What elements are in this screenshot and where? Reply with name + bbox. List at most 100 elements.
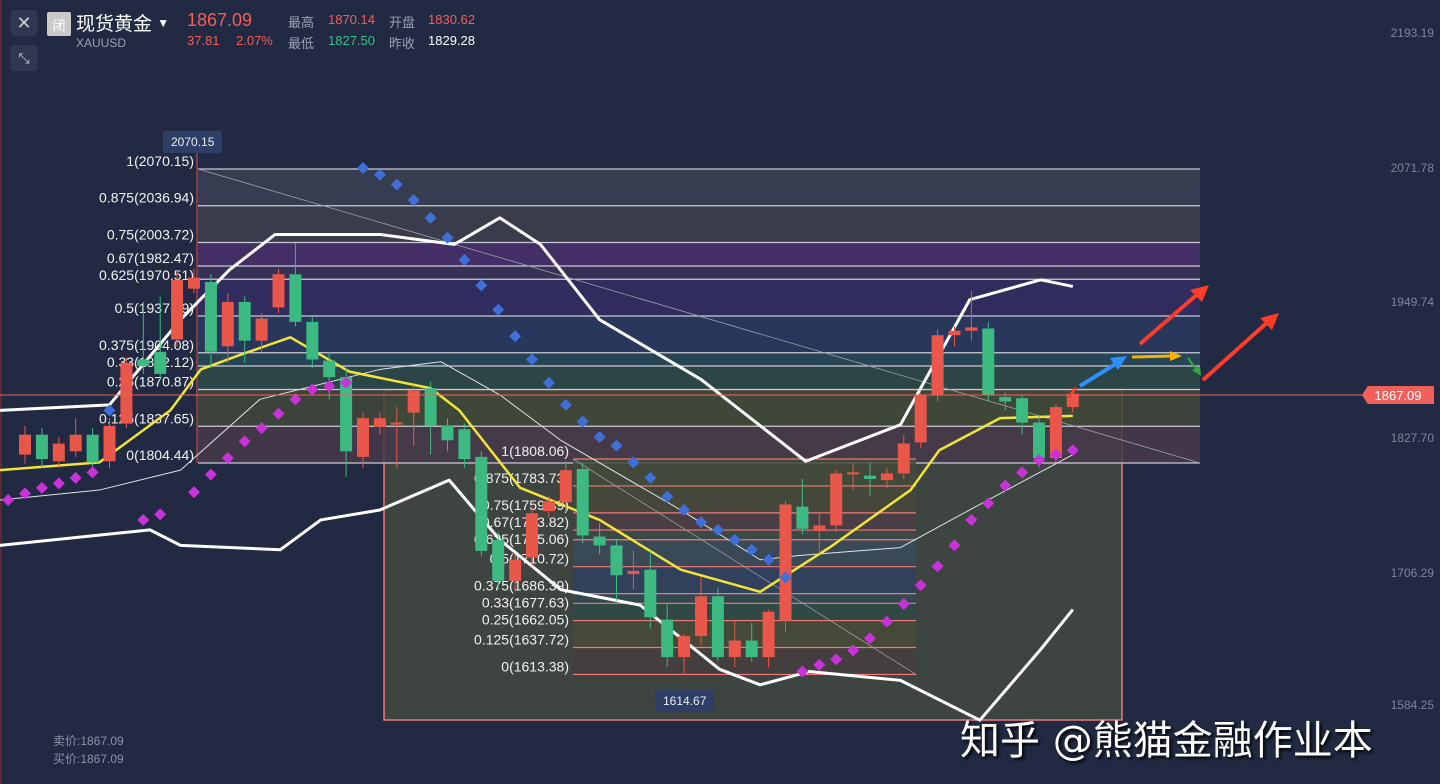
instrument-selector[interactable]: 现货黄金 ▼ bbox=[76, 9, 169, 36]
candle bbox=[86, 434, 99, 463]
candle bbox=[204, 282, 217, 352]
sar-dot bbox=[711, 523, 724, 536]
current-price-tag: 1867.09 bbox=[1362, 386, 1434, 404]
buy-price: 买价:1867.09 bbox=[53, 752, 124, 766]
candle bbox=[593, 536, 606, 546]
sar-dot bbox=[1049, 448, 1062, 461]
fib-level-label: 0(1613.38) bbox=[501, 658, 569, 674]
fib-level-label: 0.25(1870.87) bbox=[107, 374, 194, 390]
candle bbox=[914, 394, 927, 443]
candle bbox=[644, 569, 657, 618]
candle bbox=[880, 473, 893, 481]
candle bbox=[796, 506, 809, 529]
candle bbox=[695, 596, 707, 637]
fib-level-label: 0.875(2036.94) bbox=[99, 190, 194, 206]
candle bbox=[745, 640, 758, 658]
sar-dot bbox=[441, 231, 454, 244]
y-axis-tick: 1706.29 bbox=[1390, 566, 1434, 580]
candle bbox=[559, 470, 572, 503]
candle bbox=[1016, 398, 1029, 423]
sar-dot bbox=[948, 539, 961, 552]
sar-dot bbox=[221, 451, 234, 464]
fib-trend-line bbox=[197, 168, 1201, 464]
fib-zone bbox=[573, 620, 916, 648]
sar-dot bbox=[576, 415, 589, 428]
fib-zone bbox=[198, 242, 1200, 267]
candle bbox=[965, 327, 978, 331]
fib-level-label: 1(1808.06) bbox=[501, 443, 569, 459]
fib-zone bbox=[198, 169, 1200, 206]
low-marker-tag: 1614.67 bbox=[655, 690, 715, 712]
sar-dot bbox=[627, 456, 640, 469]
sar-dot bbox=[373, 168, 386, 181]
sar-dot bbox=[559, 398, 572, 411]
fib-zone bbox=[573, 603, 916, 621]
candle bbox=[728, 640, 741, 658]
annotation-arrows bbox=[1066, 285, 1279, 399]
y-axis-tick: 1949.74 bbox=[1390, 295, 1434, 309]
sar-dot bbox=[35, 481, 48, 494]
candle bbox=[407, 390, 420, 413]
candle bbox=[458, 429, 471, 460]
candle bbox=[103, 425, 116, 462]
candle bbox=[357, 418, 369, 457]
open-value: 1830.62 bbox=[428, 12, 475, 27]
caret-down-icon: ▼ bbox=[157, 16, 170, 30]
fib-level-label: 0.875(1783.73) bbox=[474, 470, 569, 486]
candle bbox=[19, 434, 31, 455]
y-axis-tick: 1827.70 bbox=[1390, 431, 1434, 445]
small-red-arrow-icon bbox=[1066, 387, 1078, 399]
close-icon: ✕ bbox=[16, 12, 32, 33]
fib-zone bbox=[573, 539, 916, 567]
close-button[interactable]: ✕ bbox=[11, 10, 37, 36]
sar-dot bbox=[255, 422, 268, 435]
sar-dot bbox=[424, 211, 437, 224]
fib-level-label: 0(1804.44) bbox=[126, 447, 194, 463]
candle bbox=[576, 469, 589, 536]
collapse-button[interactable]: ⤡ bbox=[11, 45, 37, 71]
candle bbox=[52, 443, 65, 462]
sar-dot bbox=[103, 404, 116, 417]
fib-zone bbox=[573, 593, 916, 604]
sar-dot bbox=[188, 486, 200, 499]
fib-level-label: 0.75(1759.39) bbox=[482, 497, 569, 513]
fib-level-label: 0.33(1677.63) bbox=[482, 595, 569, 611]
fib-trend-line bbox=[572, 458, 917, 675]
fib-level-label: 0.375(1904.08) bbox=[99, 337, 194, 353]
sar-dot bbox=[745, 543, 758, 556]
fib-level-label: 0.25(1662.05) bbox=[482, 612, 569, 628]
sar-dot bbox=[931, 560, 944, 573]
y-axis-tick: 2193.19 bbox=[1390, 26, 1434, 40]
instrument-title: 现货黄金 bbox=[76, 14, 153, 35]
last-price: 1867.09 bbox=[187, 10, 253, 30]
high-marker-tag: 2070.15 bbox=[163, 131, 223, 153]
candle bbox=[999, 397, 1012, 402]
sar-dot bbox=[526, 353, 538, 366]
candle bbox=[475, 456, 488, 551]
market-closed-badge: 闭 bbox=[47, 12, 71, 36]
candle bbox=[171, 279, 184, 340]
sar-dot bbox=[610, 439, 623, 452]
fib-level-label: 1(2070.15) bbox=[126, 153, 194, 169]
candle bbox=[120, 362, 133, 424]
sar-dot bbox=[390, 178, 403, 191]
bollinger-middle-line bbox=[0, 361, 1074, 561]
sar-dot bbox=[864, 632, 876, 645]
fib-level-label: 0.625(1735.06) bbox=[474, 531, 569, 547]
sar-dot bbox=[999, 479, 1012, 492]
candle bbox=[323, 360, 336, 378]
sar-dot bbox=[728, 533, 741, 546]
fib-zone bbox=[198, 266, 1200, 280]
sar-dot bbox=[678, 503, 691, 516]
candle bbox=[509, 559, 522, 581]
moving-average-line bbox=[0, 336, 1073, 594]
open-label: 开盘 bbox=[389, 15, 416, 30]
sar-dot bbox=[880, 615, 893, 628]
candle bbox=[661, 619, 674, 658]
candle bbox=[289, 274, 302, 322]
fib-zone bbox=[198, 205, 1200, 243]
sar-dot bbox=[509, 330, 522, 343]
bollinger-lower-line bbox=[0, 478, 1074, 722]
sar-dot bbox=[796, 665, 809, 678]
